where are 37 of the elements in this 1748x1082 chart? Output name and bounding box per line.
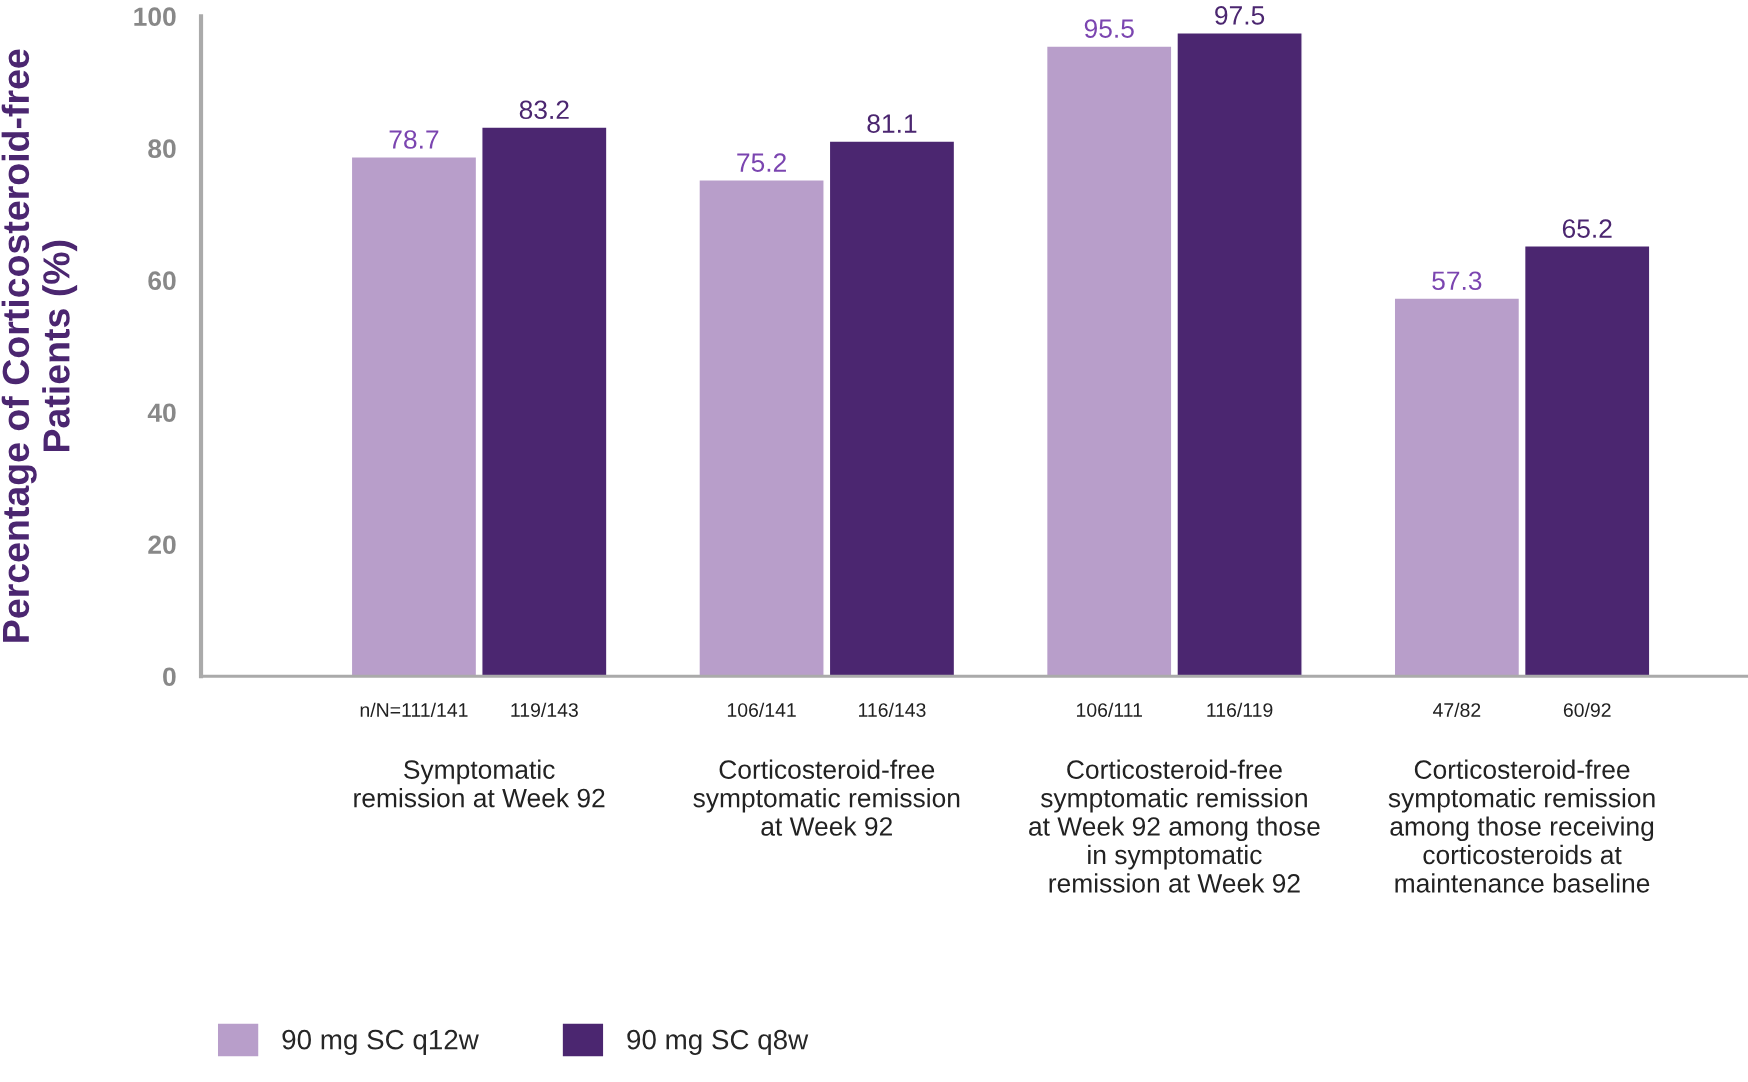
y-tick-label: 0 bbox=[163, 667, 176, 687]
legend-label: 90 mg SC q8w bbox=[627, 1029, 809, 1055]
text: 116/119 bbox=[1207, 702, 1273, 717]
data-label: 78.7 bbox=[389, 130, 439, 149]
data-label: 65.2 bbox=[1562, 219, 1612, 238]
y-tick-label: 20 bbox=[148, 535, 176, 555]
y-axis-title: Percentage of Corticosteroid-free Patients (%) bbox=[1, 49, 78, 642]
y-tick-label: 60 bbox=[148, 271, 176, 291]
data-label: 97.5 bbox=[1215, 6, 1265, 25]
data-label: 75.2 bbox=[737, 153, 786, 172]
y-tick-label: 100 bbox=[134, 7, 176, 27]
y-tick-label: 80 bbox=[148, 139, 176, 159]
bar bbox=[350, 156, 478, 677]
bar bbox=[1393, 297, 1521, 677]
text: 47/82 bbox=[1432, 702, 1481, 717]
x-tick-label: Symptomatic remission at Week 92 bbox=[354, 759, 605, 808]
legend-label: 90 mg SC q12w bbox=[282, 1029, 479, 1055]
x-tick-label: Corticosteroid-free symptomatic remission among those receiving corticosteroids at maintenance baseline bbox=[1388, 759, 1655, 893]
bar bbox=[828, 140, 956, 677]
data-label: 57.3 bbox=[1432, 271, 1482, 291]
text: 60/92 bbox=[1563, 702, 1611, 717]
text: 116/143 bbox=[859, 702, 926, 717]
text: n/N=111/141 bbox=[360, 702, 468, 717]
bar bbox=[1045, 45, 1173, 677]
bar bbox=[698, 179, 825, 677]
text: 106/141 bbox=[727, 702, 796, 717]
data-label: 95.5 bbox=[1084, 19, 1134, 38]
x-tick-label: Corticosteroid-free symptomatic remission at Week 92 among those in symptomatic remission at Week 92 bbox=[1029, 759, 1320, 893]
bar bbox=[1523, 245, 1651, 677]
data-label: 83.2 bbox=[519, 100, 569, 120]
text: 106/111 bbox=[1077, 702, 1142, 717]
text: 119/143 bbox=[511, 702, 578, 717]
bar bbox=[1176, 32, 1303, 677]
bar bbox=[481, 126, 608, 677]
y-tick-label: 40 bbox=[147, 403, 176, 423]
x-tick-label: Corticosteroid-free symptomatic remission at Week 92 bbox=[693, 759, 960, 836]
data-label: 81.1 bbox=[867, 114, 917, 133]
